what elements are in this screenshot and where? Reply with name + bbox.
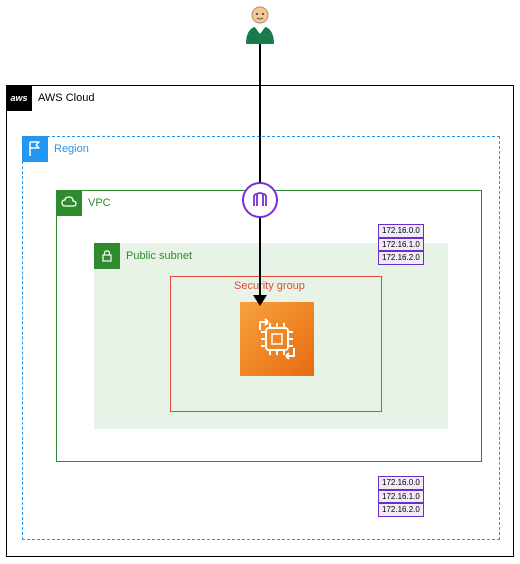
vpc-label: VPC [88, 197, 111, 209]
cidr-row: 172.16.1.0 [378, 490, 424, 504]
lock-icon [99, 248, 115, 264]
subnet-badge [94, 243, 120, 269]
route-table-1: 172.16.0.0 172.16.1.0 172.16.2.0 [378, 224, 424, 265]
chip-icon [250, 312, 304, 366]
cidr-row: 172.16.0.0 [378, 476, 424, 490]
cidr-row: 172.16.2.0 [378, 251, 424, 265]
flag-icon [26, 140, 44, 158]
aws-cloud-label: AWS Cloud [38, 92, 94, 104]
route-table-2: 172.16.0.0 172.16.1.0 172.16.2.0 [378, 476, 424, 517]
cloud-icon [59, 193, 79, 213]
internet-gateway-icon [242, 182, 278, 218]
aws-badge: aws [6, 85, 32, 111]
diagram-canvas: aws AWS Cloud Region VPC Public subnet S… [0, 0, 520, 564]
vpc-badge [56, 190, 82, 216]
user-icon [242, 4, 278, 44]
gateway-glyph-icon [249, 189, 271, 211]
cidr-row: 172.16.1.0 [378, 238, 424, 252]
region-badge [22, 136, 48, 162]
arrow-line [259, 44, 261, 300]
cidr-row: 172.16.0.0 [378, 224, 424, 238]
security-group-label: Security group [234, 280, 305, 292]
subnet-label: Public subnet [126, 250, 192, 262]
cidr-row: 172.16.2.0 [378, 503, 424, 517]
aws-badge-text: aws [10, 93, 27, 103]
ec2-instance-icon [240, 302, 314, 376]
region-label: Region [54, 143, 89, 155]
arrow-head [253, 295, 267, 306]
